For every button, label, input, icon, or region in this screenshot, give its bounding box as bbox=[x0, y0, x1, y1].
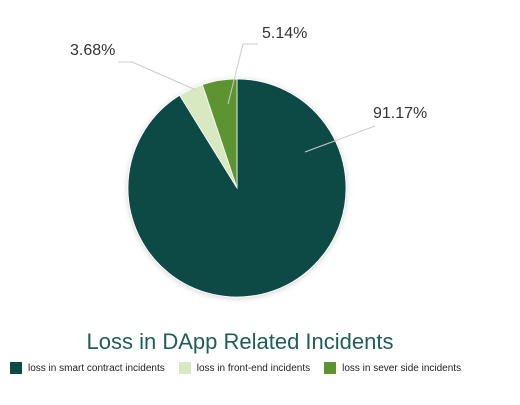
pie-slice-sever-side bbox=[201, 78, 238, 189]
pie-label-smart-contract: 91.17% bbox=[373, 105, 427, 122]
legend-item-front-end: loss in front-end incidents bbox=[178, 362, 311, 374]
legend-swatch-front-end bbox=[178, 362, 191, 374]
pie-value-labels: 91.17% 3.68% 5.14% bbox=[70, 25, 427, 122]
legend-swatch-sever-side bbox=[324, 362, 337, 374]
pie-leader-smart-contract bbox=[304, 125, 376, 153]
pie-slice-smart-contract bbox=[127, 78, 347, 298]
legend-label-smart-contract: loss in smart contract incidents bbox=[28, 362, 165, 374]
chart-title: Loss in DApp Related Incidents bbox=[87, 329, 394, 354]
pie-label-front-end: 3.68% bbox=[70, 42, 115, 59]
pie-leader-front-end bbox=[118, 61, 197, 91]
pie-leader-lines bbox=[118, 43, 376, 153]
pie-leader-sever-side bbox=[227, 43, 258, 105]
legend-label-front-end: loss in front-end incidents bbox=[196, 362, 311, 374]
pie-label-sever-side: 5.14% bbox=[262, 25, 307, 42]
pie-slices bbox=[127, 78, 347, 298]
legend-swatch-smart-contract bbox=[10, 362, 22, 374]
chart-legend: loss in smart contract incidents loss in… bbox=[10, 362, 515, 374]
legend-item-sever-side: loss in sever side incidents bbox=[324, 362, 461, 374]
legend-item-smart-contract: loss in smart contract incidents bbox=[10, 362, 165, 374]
legend-label-sever-side: loss in sever side incidents bbox=[342, 362, 462, 374]
